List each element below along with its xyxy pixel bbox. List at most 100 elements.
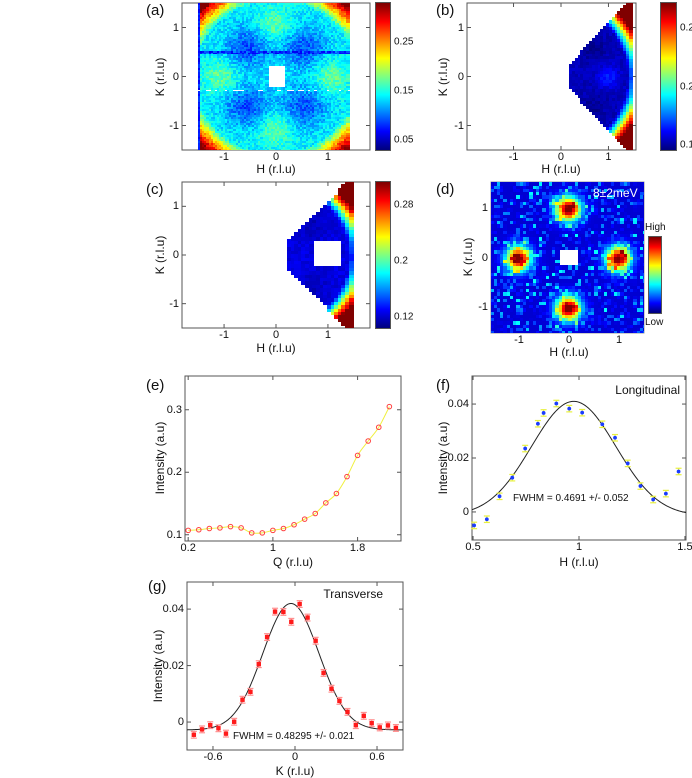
data-point bbox=[344, 473, 350, 480]
colorbar-tick-label: 0.25 bbox=[394, 36, 414, 48]
data-point bbox=[497, 494, 502, 499]
data-point bbox=[323, 500, 329, 506]
x-tick-label: 0 bbox=[557, 151, 565, 163]
data-point bbox=[329, 686, 334, 691]
data-point bbox=[369, 720, 374, 726]
panel-label-g: (g) bbox=[148, 578, 167, 595]
plot-frame bbox=[184, 375, 402, 542]
panel-label-d: (d) bbox=[436, 181, 455, 198]
y-tick-label: 0.2 bbox=[166, 466, 182, 479]
data-point bbox=[280, 525, 287, 532]
heatmap-b bbox=[467, 3, 636, 150]
x-tick-label: 0 bbox=[291, 751, 299, 763]
data-point bbox=[523, 446, 528, 451]
colorbar-tick-label: 0.12 bbox=[394, 311, 414, 323]
data-point bbox=[240, 697, 245, 702]
x-tick-label: 1 bbox=[605, 151, 612, 163]
xlabel-g: K (r.l.u) bbox=[275, 764, 315, 778]
y-tick-label: 0 bbox=[481, 251, 488, 264]
data-point bbox=[305, 615, 310, 620]
panel-label-c: (c) bbox=[146, 181, 164, 198]
colorbar-tick-label: 0.2 bbox=[680, 81, 692, 93]
colorbar-high-label: High bbox=[645, 222, 666, 233]
data-point bbox=[270, 527, 276, 534]
data-point bbox=[580, 410, 585, 415]
x-tick-label: -1 bbox=[514, 334, 524, 346]
colorbar-tick-label: 0.12 bbox=[680, 139, 692, 151]
xlabel-c: H (r.l.u) bbox=[256, 341, 296, 355]
data-point bbox=[291, 521, 297, 528]
colorbar-tick-label: 0.05 bbox=[394, 134, 414, 146]
x-tick-label: 1 bbox=[324, 329, 331, 341]
data-point bbox=[321, 670, 326, 676]
x-tick-label: -1 bbox=[508, 151, 519, 163]
colorbar-tick-label: 0.28 bbox=[394, 199, 414, 211]
data-point bbox=[361, 713, 366, 719]
y-tick-label: 0 bbox=[457, 70, 464, 83]
y-tick-label: 1 bbox=[172, 200, 179, 213]
data-point bbox=[223, 731, 229, 736]
colorbar-d bbox=[648, 236, 662, 314]
data-point bbox=[663, 491, 668, 496]
data-point bbox=[191, 732, 197, 737]
x-tick-label: 1 bbox=[324, 151, 331, 163]
colorbar-tick-label: 0.2 bbox=[394, 255, 408, 267]
data-point bbox=[354, 452, 361, 459]
data-point bbox=[600, 422, 605, 427]
data-point bbox=[375, 424, 382, 431]
y-tick-label: 0 bbox=[172, 70, 179, 83]
data-point bbox=[510, 475, 515, 480]
heatmap-a bbox=[182, 3, 370, 150]
y-tick-label: 0.1 bbox=[166, 528, 182, 541]
y-tick-label: -1 bbox=[454, 119, 464, 132]
xlabel-d: H (r.l.u) bbox=[549, 345, 589, 359]
data-point bbox=[393, 725, 399, 731]
gaussian-fit-curve bbox=[186, 602, 404, 731]
x-tick-label: 0 bbox=[272, 151, 280, 163]
y-tick-label: -1 bbox=[169, 297, 179, 310]
data-point bbox=[259, 530, 266, 536]
data-point bbox=[472, 523, 477, 528]
data-point bbox=[256, 661, 261, 667]
gaussian-fit-curve bbox=[471, 400, 687, 514]
data-point bbox=[199, 727, 205, 732]
data-point bbox=[638, 484, 643, 488]
xlabel-a: H (r.l.u) bbox=[256, 162, 296, 176]
data-point bbox=[365, 438, 371, 444]
data-point bbox=[613, 435, 617, 440]
data-point bbox=[385, 723, 391, 728]
data-point bbox=[227, 523, 234, 530]
y-tick-label: -1 bbox=[478, 301, 488, 314]
y-tick-label: 1 bbox=[172, 21, 179, 34]
colorbar-c bbox=[375, 181, 391, 329]
data-point bbox=[337, 698, 342, 704]
x-tick-label: 1.5 bbox=[677, 541, 692, 553]
fwhm-annotation-g: FWHM = 0.48295 +/- 0.021 bbox=[233, 731, 355, 742]
y-tick-label: -1 bbox=[169, 119, 179, 132]
data-point bbox=[386, 403, 393, 410]
data-point bbox=[313, 638, 318, 643]
axes-g bbox=[186, 581, 404, 751]
data-point bbox=[272, 609, 278, 614]
y-tick-label: 1 bbox=[481, 201, 488, 214]
xlabel-b: H (r.l.u) bbox=[541, 162, 581, 176]
data-point bbox=[289, 619, 294, 625]
y-tick-label: 1 bbox=[457, 21, 464, 34]
colorbar-tick-label: 0.28 bbox=[680, 22, 692, 34]
data-point bbox=[676, 469, 681, 474]
data-point bbox=[195, 526, 202, 533]
x-tick-label: -1 bbox=[219, 329, 229, 341]
data-point bbox=[535, 421, 540, 426]
x-tick-label: 0.2 bbox=[180, 542, 196, 554]
x-tick-label: 0.5 bbox=[465, 541, 481, 553]
data-point bbox=[208, 722, 213, 728]
data-point bbox=[297, 601, 302, 607]
x-tick-label: 1 bbox=[615, 334, 623, 346]
y-tick-label: 0 bbox=[172, 249, 179, 261]
y-tick-label: 0.02 bbox=[162, 659, 184, 672]
x-tick-label: -1 bbox=[219, 151, 229, 163]
heatmap-d bbox=[491, 182, 644, 333]
x-tick-label: 0 bbox=[272, 329, 280, 341]
data-point bbox=[248, 689, 253, 695]
